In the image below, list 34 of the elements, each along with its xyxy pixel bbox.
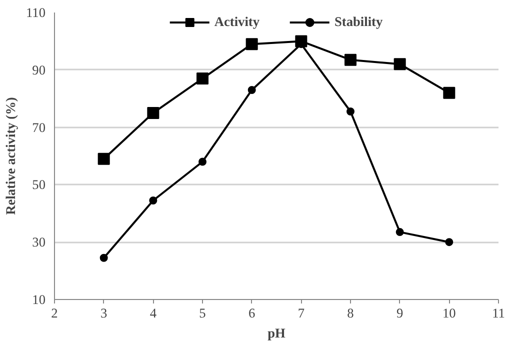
y-tick-label: 110 <box>26 5 46 20</box>
x-tick-label: 8 <box>347 306 354 320</box>
x-tick-label: 9 <box>396 306 404 320</box>
x-tick-label: 5 <box>199 306 206 320</box>
point <box>346 108 354 116</box>
x-tick-label: 10 <box>442 306 456 320</box>
point <box>443 86 456 99</box>
y-tick-label: 30 <box>32 234 46 250</box>
y-tick-label: 10 <box>32 292 46 307</box>
point <box>196 72 208 85</box>
y-axis-title: Relative activity (%) <box>3 97 18 215</box>
legend-label: Activity <box>214 14 260 30</box>
x-tick-label: 4 <box>150 306 157 320</box>
point <box>149 196 158 204</box>
y-tick-label: 90 <box>32 62 46 78</box>
x-axis-title: pH <box>268 326 286 340</box>
point <box>100 254 108 262</box>
y-tick-label: 70 <box>32 120 46 135</box>
point <box>248 86 256 94</box>
x-tick-label: 7 <box>298 306 305 320</box>
point <box>344 54 356 66</box>
point <box>98 152 110 165</box>
point <box>394 58 406 70</box>
point <box>445 238 454 246</box>
y-tick-label: 50 <box>32 177 46 192</box>
x-tick-label: 2 <box>51 306 58 320</box>
point <box>396 228 404 236</box>
point <box>147 106 160 119</box>
x-tick-label: 3 <box>100 306 108 320</box>
legend-label: Stability <box>334 14 383 30</box>
x-tick-label: 11 <box>492 306 505 320</box>
point <box>198 158 206 166</box>
point <box>246 38 258 50</box>
x-tick-label: 6 <box>248 306 256 320</box>
